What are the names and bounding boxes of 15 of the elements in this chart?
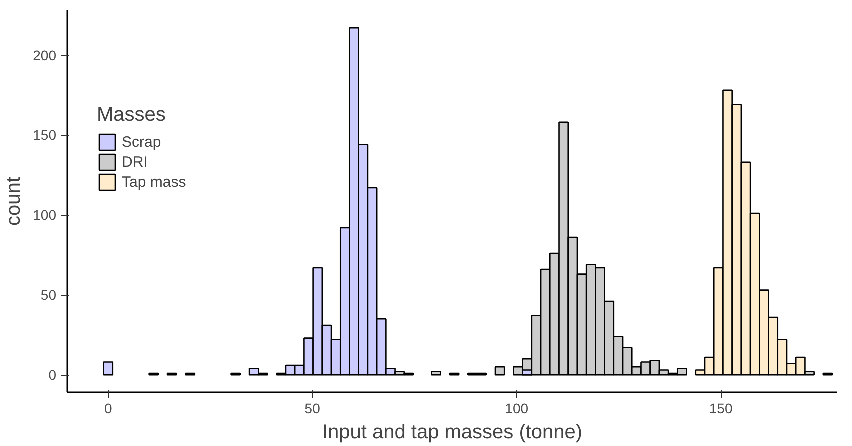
x-tick-label: 150 <box>709 400 733 416</box>
x-tick-label: 100 <box>505 400 529 416</box>
y-tick-label: 100 <box>33 207 57 224</box>
y-tick-label: 150 <box>33 127 57 144</box>
y-axis-title: count <box>3 176 26 226</box>
y-tick-label: 200 <box>33 47 57 64</box>
legend-label: DRI <box>122 152 148 172</box>
x-axis-title: Input and tap masses (tonne) <box>322 422 583 444</box>
legend-label: Tap mass <box>122 172 186 192</box>
x-tick-label: 50 <box>304 400 321 416</box>
x-tick-label: 0 <box>104 400 112 416</box>
legend-title: Masses <box>97 104 167 127</box>
legend-label: Scrap <box>122 132 162 152</box>
y-tick-label: 0 <box>48 367 57 384</box>
y-tick-label: 50 <box>40 287 57 304</box>
